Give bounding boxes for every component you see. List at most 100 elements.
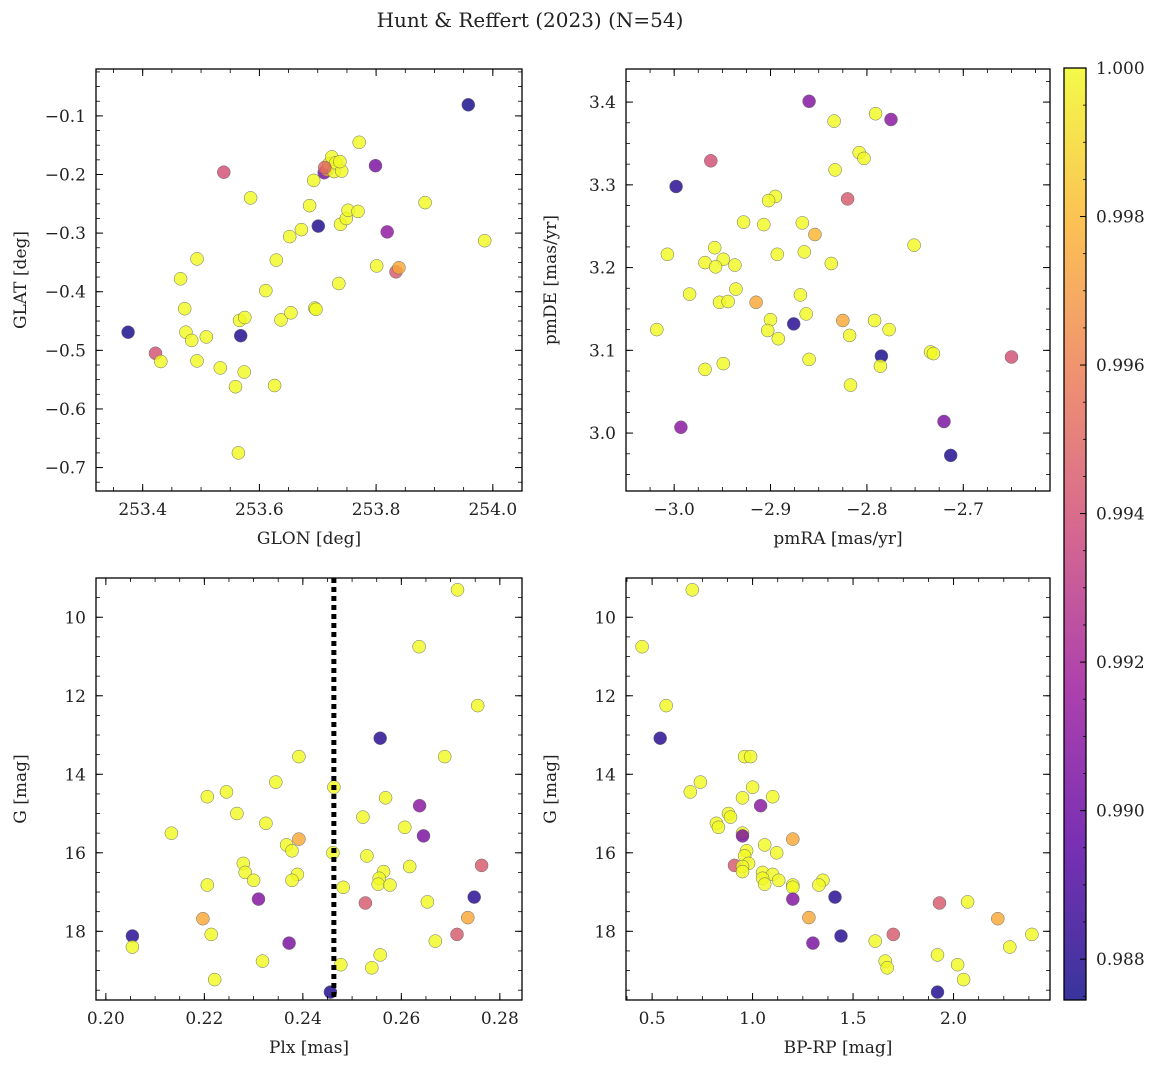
scatter-point [336,880,350,895]
x-axis-label: GLON [deg] [257,529,361,549]
scatter-point [125,940,140,954]
scatter-point [991,911,1005,926]
scatter-point [356,810,370,824]
y-tick-label: 18 [594,922,616,942]
scatter-point [735,791,750,805]
y-tick-label: 16 [594,844,616,864]
scatter-point [418,195,432,210]
scatter-point [698,362,712,377]
scatter-point [771,873,786,888]
scatter-point [669,179,683,194]
scatter-point [392,260,406,275]
scatter-point [828,890,842,904]
y-axis-label: pmDE [mas/yr] [541,215,561,345]
scatter-point [412,798,427,813]
scatter-point [1025,927,1039,942]
axes-frame [95,577,523,1001]
scatter-point [834,929,848,943]
scatter-point [635,639,649,654]
panel-bprp-g: 0.5 1.0 1.5 2.0 10 12 14 16 18 BP-RP [mag] G [mag] [541,577,1051,1058]
scatter-point [802,910,816,925]
y-tick-label: −0.3 [45,224,86,244]
scatter-point [378,791,393,805]
y-axis-label: G [mag] [541,754,561,823]
scatter-point [735,864,750,879]
scatter-point [311,219,326,233]
scatter-point [416,829,431,843]
scatter-point [282,936,296,950]
colorbar-frame [1063,67,1087,1001]
scatter-point [761,193,776,208]
scatter-point [474,858,489,873]
scatter-point [461,98,476,112]
scatter-point [309,302,323,317]
scatter-point [154,354,168,369]
scatter-point [827,114,841,128]
scatter-point [373,948,387,962]
colorbar-tick-label: 0.990 [1096,802,1145,822]
scatter-point [318,160,332,175]
figure-title: Hunt & Reffert (2023) (N=54) [377,8,684,32]
scatter-point [824,256,839,271]
x-tick-label: 1.0 [739,1009,766,1029]
scatter-point [184,333,199,348]
x-tick-label: 1.5 [840,1009,867,1029]
y-tick-label: 3.3 [589,176,616,196]
scatter-point [802,352,816,367]
colorbar-tick-label: 0.996 [1096,356,1145,376]
x-tick-label: −2.8 [846,500,887,520]
scatter-point [704,154,718,168]
x-tick-label: 253.4 [118,500,167,520]
scatter-point [285,873,299,888]
scatter-point [402,859,417,874]
scatter-point [840,192,855,206]
scatter-point [306,173,321,188]
scatter-point [757,877,772,891]
scatter-point [843,378,858,392]
scatter-point [238,865,252,880]
x-tick-label: −2.7 [943,500,984,520]
scatter-points [125,583,489,999]
scatter-point [682,287,697,301]
x-tick-label: 0.26 [382,1009,420,1029]
axes-frame [625,68,1051,492]
scatter-point [259,283,273,298]
scatter-point [868,934,882,948]
scatter-point [880,961,894,975]
scatter-point [659,698,673,713]
scatter-point [428,934,443,948]
y-tick-label: 16 [64,844,86,864]
scatter-point [873,359,888,373]
scatter-point [294,222,309,237]
scatter-point [770,247,785,262]
scatter-point [470,698,485,713]
y-tick-label: −0.7 [45,459,86,479]
scatter-point [930,948,945,962]
scatter-point [204,927,218,942]
scatter-point [882,322,896,337]
scatter-point [828,163,842,177]
scatter-point [217,165,231,179]
scatter-point [164,826,179,840]
scatter-point [721,294,735,309]
y-tick-label: 10 [594,608,616,628]
scatter-point [380,225,394,239]
scatter-point [868,106,883,121]
scatter-point [292,749,306,764]
scatter-point [960,895,975,909]
scatter-point [237,365,251,379]
scatter-point [857,151,871,166]
y-tick-label: 12 [64,687,86,707]
y-tick-label: 14 [64,765,86,785]
scatter-point [173,272,188,286]
scatter-point [836,313,850,328]
scatter-point [467,890,481,904]
scatter-point [383,878,397,892]
scatter-point [653,731,667,745]
scatter-point [786,880,800,895]
scatter-point [246,873,261,888]
scatter-point [238,310,252,325]
axes-frame [95,68,523,492]
scatter-point [716,356,731,371]
scatter-point [369,259,384,273]
